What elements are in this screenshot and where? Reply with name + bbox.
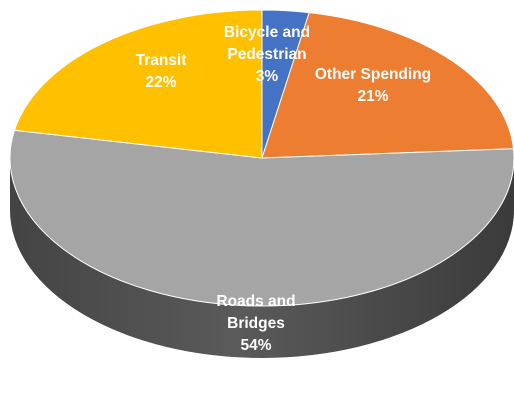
slice-labels: Bicycle and Pedestrian 3% Other Spending 21%… — [136, 24, 432, 354]
slice-label-transit: Transit 22% — [136, 52, 187, 91]
slice-label-other-spending: Other Spending 21% — [315, 66, 431, 105]
pie-slice-other-spending — [261, 12, 514, 159]
pie-slices — [9, 9, 514, 307]
pie-slice-roads-and-bridges — [9, 129, 514, 307]
pie-sides — [10, 158, 514, 358]
slice-label-bicycle-and-pedestrian: Bicycle and Pedestrian 3% — [224, 24, 310, 85]
pie-slice-transit — [13, 9, 263, 159]
slice-label-roads-and-bridges: Roads and Bridges 54% — [216, 293, 295, 354]
pie-side-shade-roads-and-bridges — [10, 158, 514, 358]
